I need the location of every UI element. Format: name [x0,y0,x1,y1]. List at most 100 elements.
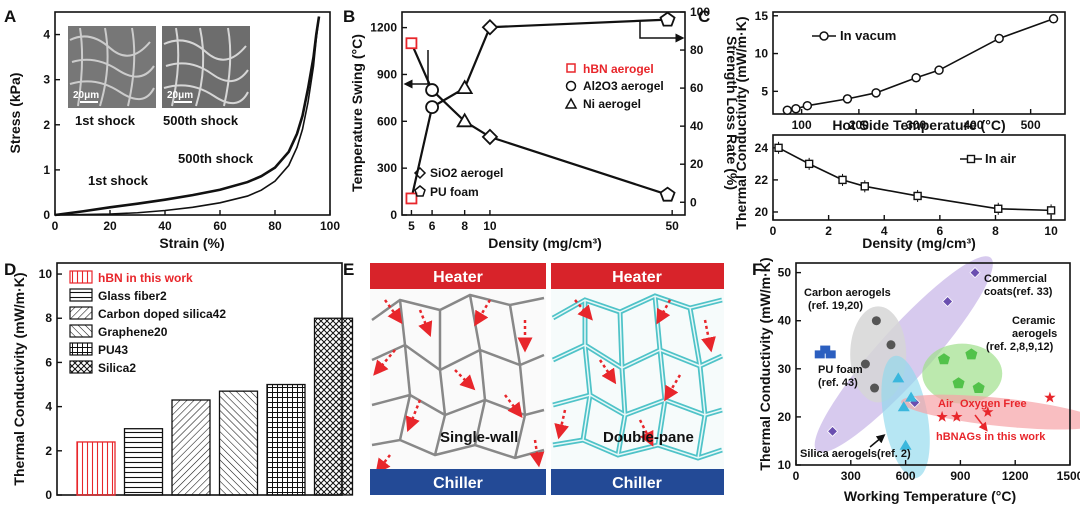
a-ytick-label-0: 0 [43,208,50,222]
legend-marker-al2o3 [565,80,577,92]
f-point-2-0 [937,353,950,365]
ann-pu-2: (ref. 43) [818,377,858,389]
d-legend-swatch-3 [69,324,93,338]
f-ytick-label-2: 30 [778,362,792,376]
f-point-0-2 [886,340,896,350]
chiller-label-right: Chiller [612,475,662,492]
c-bottom-point-5 [994,204,1003,213]
f-ytick-label-1: 20 [778,410,792,424]
c-bottom-point-1 [804,159,814,169]
b-xtick-label-1: 6 [429,219,436,233]
c-top-xtick-label-2: 300 [906,118,926,132]
panel-letter-c: C [698,7,710,26]
sem-texture-2 [163,27,249,107]
d-ytick-label-0: 0 [45,488,52,502]
f-xtick-label-5: 1500 [1057,469,1080,483]
heater-label-left: Heater [433,269,483,286]
region-silica [881,355,930,479]
double-pane-cells-inner [552,295,723,459]
panel-b-legend: hBN aerogel Al2O3 aerogel Ni aerogel SiO… [413,62,664,199]
b-marker-al2o3-t [425,83,439,97]
d-legend-label-0: hBN in this work [98,271,193,285]
c-top-ytick-label-2: 15 [755,9,769,23]
a-ytick-label-1: 1 [43,163,50,177]
f-point-5-3 [1044,391,1056,403]
heater-label-right: Heater [612,269,662,286]
panel-a: 0 20 40 60 80 100 0 1 2 3 4 20μm 1st shock 20μm 50… [7,11,340,251]
panel-a-ticks: 0 20 40 60 80 100 0 1 2 3 4 [43,28,340,233]
panel-a-frame [54,11,331,216]
panel-c-ylabel: Thermal Conductivity (mW/m·K) [733,16,749,229]
panel-a-inset-1: 20μm 1st shock [68,26,156,128]
panel-f-xlabel: Working Temperature (°C) [844,488,1016,504]
c-bottom-point-4 [913,191,922,201]
ann-commercial-1: Commercial [984,273,1047,285]
f-point-3-0 [814,350,825,359]
c-top-line [787,18,1054,112]
b-marker-al2o3-l [425,100,439,115]
panel-f-points [814,267,1056,450]
f-point-4-0 [892,372,905,383]
b2-ytick-label-0: 0 [690,195,697,209]
panel-c-top-xlabel: Hot Side Temperature (°C) [832,117,1005,133]
b-marker-hbn-t [405,37,418,50]
c-bottom-point-6 [1046,206,1056,215]
panel-a-ylabel: Stress (kPa) [7,73,23,154]
panel-b-ylabel: Temperature Swing (°C) [349,34,365,192]
c-top-xtick-label-4: 500 [1021,118,1041,132]
panel-b-y2label: Strength Loss Rate (%) [724,36,740,190]
c-top-xtick-label-0: 100 [792,118,812,132]
region-hbn [901,394,1080,430]
panel-b: 5 6 8 10 50 0 300 600 900 1200 0 20 40 60 80 100 hBN ae… [349,5,740,251]
panel-f-annotations: Carbon aerogels (ref. 19,20) Commercial … [800,273,1057,460]
c-top-ytick-label-1: 10 [755,47,769,61]
b2-ytick-label-3: 60 [690,81,704,95]
c-top-point-4 [871,88,881,98]
ann-pu-1: PU foam [818,364,863,376]
d-ytick-label-4: 8 [45,311,52,325]
c-bot-xtick-label-4: 8 [992,224,999,238]
legend-ni: Ni aerogel [583,97,641,111]
legend-marker-pu [414,185,426,197]
panel-letter-d: D [4,260,16,279]
d-bar-5 [313,317,354,496]
f-point-2-1 [952,377,965,389]
b-marker-sio2-l [481,18,499,36]
legend-marker-hbn [566,63,576,73]
d-legend-label-1: Glass fiber2 [98,289,167,303]
panel-f-ylabel: Thermal Conductivity (mW/m·K) [757,257,773,470]
sem-texture-1 [69,27,155,107]
f-xtick-label-4: 1200 [1002,469,1029,483]
c-bot-xtick-label-2: 4 [881,224,888,238]
f-point-3-2 [825,350,836,359]
b-ytick-label-3: 900 [377,67,397,81]
panel-c-top-legend: In vacum [840,28,896,43]
d-legend-swatch-0 [69,270,93,284]
chiller-bar-right [551,469,724,495]
f-point-0-3 [870,383,880,393]
chiller-bar-left [370,469,546,495]
f-point-4-3 [899,439,912,450]
d-legend-swatch-4 [69,342,93,356]
d-legend-swatch-1 [69,288,93,302]
c-bot-xtick-label-0: 0 [770,224,777,238]
c-bot-ytick-label-2: 24 [755,141,769,155]
curve-label-1st: 1st shock [88,173,149,188]
b-xtick-label-0: 5 [408,219,415,233]
d-bar-0 [76,441,116,496]
d-bar-3 [218,390,259,496]
d-ytick-label-1: 2 [45,444,52,458]
legend-pu: PU foam [430,185,479,199]
f-point-5-1 [951,410,963,422]
b-arrow-right [639,20,685,43]
a-series-1-line [54,16,320,216]
f-xtick-label-1: 300 [841,469,861,483]
ann-carbon-1: Carbon aerogels [804,287,891,299]
panel-d: 0 2 4 6 8 10 hBN in this work Glass fiber2 Carb… [11,262,354,502]
panel-b-plot [403,11,685,205]
b2-ytick-label-2: 40 [690,119,704,133]
panel-c-bottom-legend: In air [985,151,1016,166]
panel-b-ticks: 5 6 8 10 50 0 300 600 900 1200 0 20 40 60 80 100 [370,5,710,233]
